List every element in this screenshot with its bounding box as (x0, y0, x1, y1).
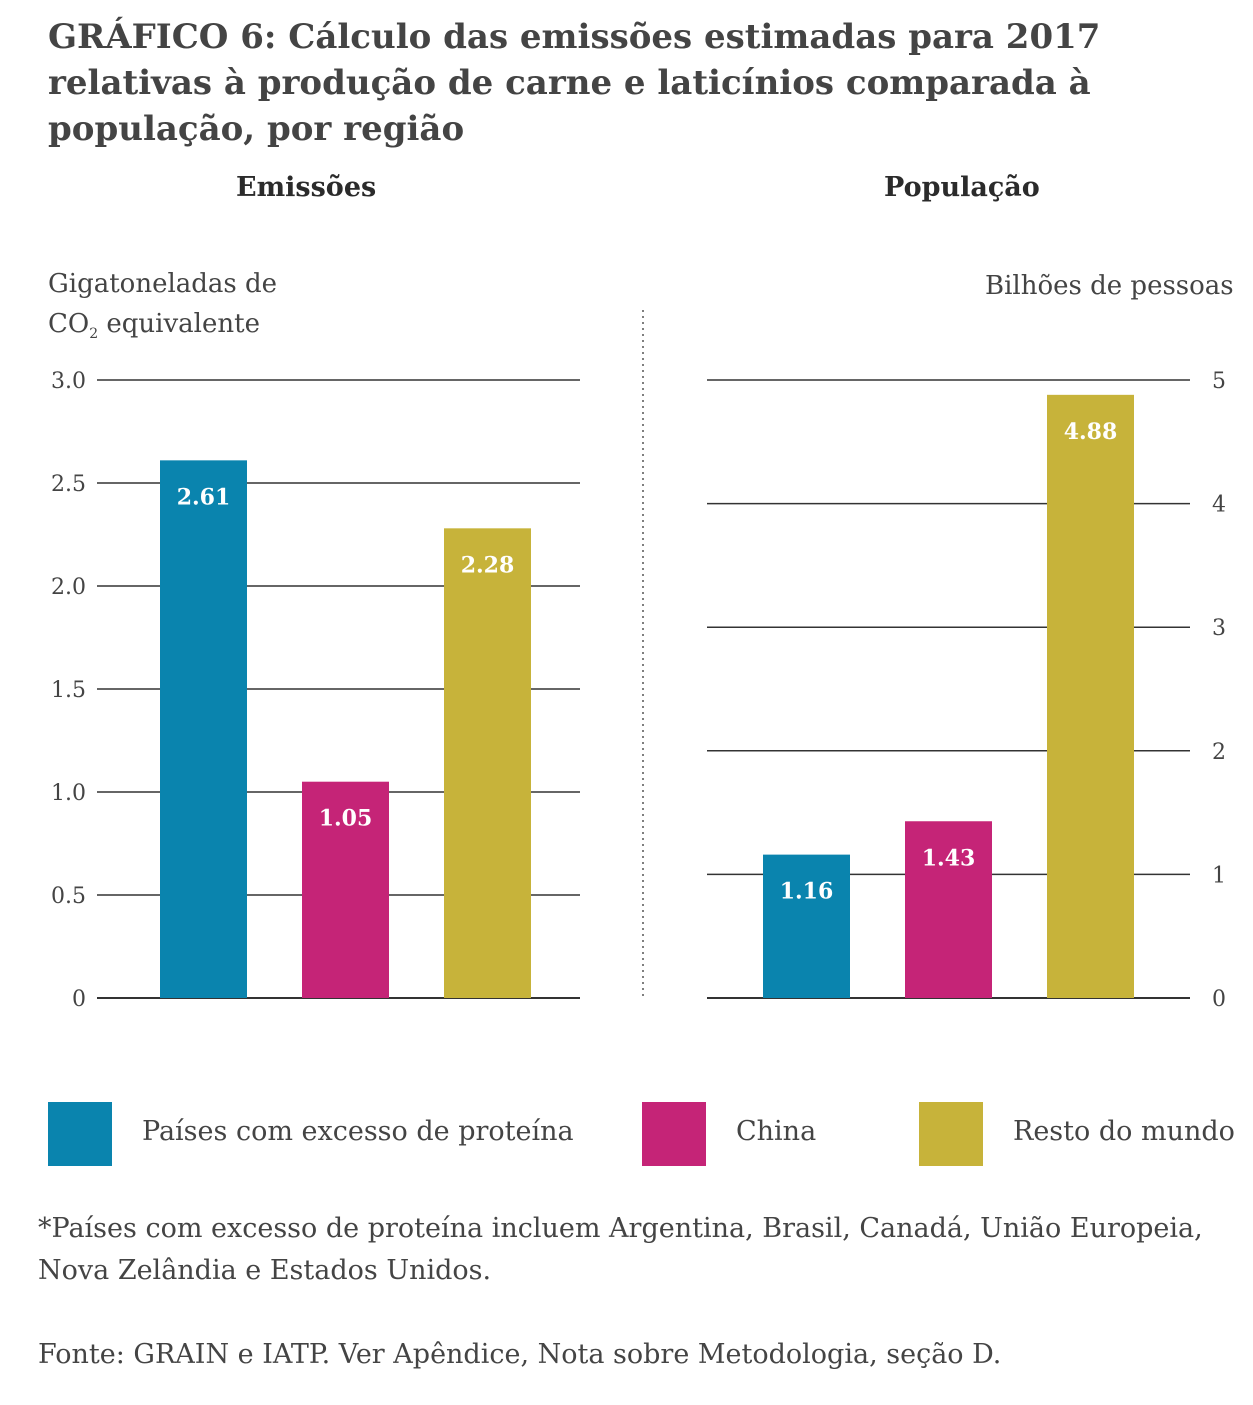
emissions-tick-label: 1.0 (51, 781, 86, 806)
emissions-unit-line2: CO2 equivalente (48, 304, 277, 354)
population-data-label: 1.43 (922, 845, 976, 871)
legend-label-china: China (736, 1116, 817, 1147)
footnote-line1: *Países com excesso de proteína incluem … (38, 1213, 1203, 1244)
population-unit-label: Bilhões de pessoas (985, 271, 1234, 301)
emissions-unit-label: Gigatoneladas de CO2 equivalente (48, 264, 277, 354)
population-tick-label: 2 (1212, 740, 1226, 765)
emissions-panel-title: Emissões (236, 172, 377, 203)
emissions-tick-label: 2.0 (51, 575, 86, 600)
legend-swatch-protein-countries (48, 1102, 112, 1166)
population-bar-china (905, 821, 992, 998)
emissions-unit-line1: Gigatoneladas de (48, 269, 278, 299)
emissions-tick-label: 3.0 (51, 369, 86, 394)
charts-area: 0 0.5 1.0 1.5 2.0 2.5 3.0 2.61 1.05 2.28 0 1 2 3 4 5 1.1… (51, 310, 1226, 1012)
emissions-data-label: 1.05 (319, 806, 373, 832)
emissions-bar-china (302, 781, 389, 998)
population-data-label: 4.88 (1064, 419, 1118, 445)
emissions-bar-resto-do-mundo (444, 528, 531, 998)
chart-title-text: Cálculo das emissões estimadas para 2017… (48, 17, 1101, 149)
population-bar-paises-com-excesso-de-proteina (763, 854, 850, 998)
population-tick-label: 1 (1212, 863, 1226, 888)
legend-label-protein-countries: Países com excesso de proteína (142, 1116, 574, 1147)
legend-label-rest-of-world: Resto do mundo (1013, 1116, 1235, 1147)
emissions-tick-label: 0 (72, 987, 86, 1012)
unit-co: CO (48, 309, 90, 339)
unit-equivalente: equivalente (98, 309, 260, 339)
footnote: *Países com excesso de proteína incluem … (38, 1208, 1228, 1292)
legend-swatch-china (642, 1102, 706, 1166)
population-tick-label: 0 (1212, 987, 1226, 1012)
emissions-bar-paises-com-excesso-de-proteina (160, 460, 247, 999)
emissions-data-label: 2.28 (461, 552, 515, 578)
emissions-tick-label: 0.5 (51, 884, 86, 909)
chart-title-prefix: GRÁFICO 6: (48, 17, 277, 57)
population-tick-label: 3 (1212, 616, 1226, 641)
population-panel-title: População (884, 172, 1040, 203)
population-tick-label: 4 (1212, 493, 1226, 518)
chart-title: GRÁFICO 6: Cálculo das emissões estimada… (48, 14, 1228, 152)
emissions-tick-label: 1.5 (51, 678, 86, 703)
population-bar-resto-do-mundo (1047, 394, 1134, 998)
emissions-data-label: 2.61 (177, 484, 231, 510)
population-data-label: 1.16 (780, 879, 834, 905)
legend-swatch-rest-of-world (919, 1102, 983, 1166)
source-note: Fonte: GRAIN e IATP. Ver Apêndice, Nota … (38, 1339, 1002, 1370)
unit-subscript: 2 (89, 326, 99, 343)
emissions-tick-label: 2.5 (51, 472, 86, 497)
footnote-line2: Nova Zelândia e Estados Unidos. (38, 1255, 492, 1286)
population-tick-label: 5 (1212, 369, 1226, 394)
